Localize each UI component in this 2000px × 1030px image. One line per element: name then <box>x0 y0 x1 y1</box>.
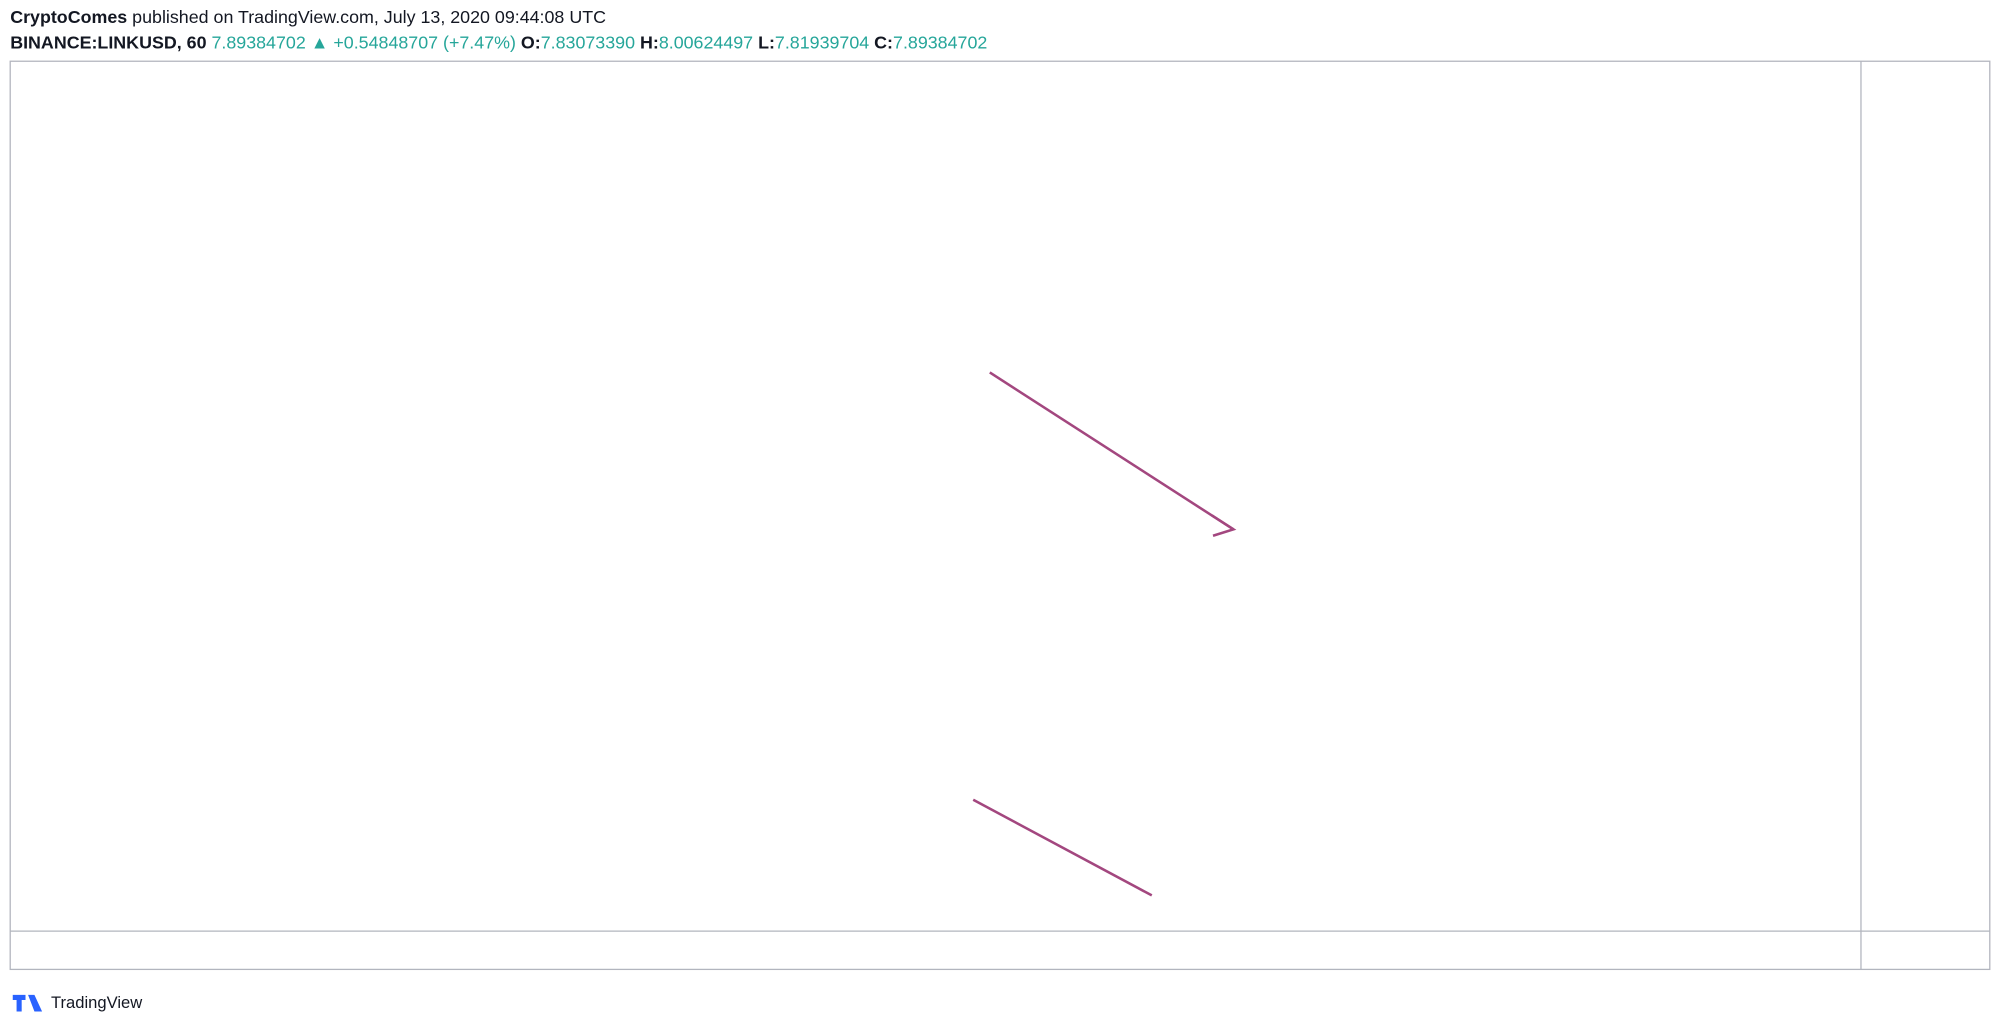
legend-key: C: <box>874 32 893 52</box>
arrow-head <box>1211 514 1237 537</box>
legend-key: H: <box>640 32 659 52</box>
drawings <box>972 371 1237 897</box>
header: CryptoComes published on TradingView.com… <box>10 7 606 27</box>
brand: TradingView <box>51 993 143 1012</box>
legend-close: 7.89384702 <box>893 32 987 52</box>
legend-key: L: <box>758 32 775 52</box>
legend: BINANCE:LINKUSD, 60 7.89384702 ▲ +0.5484… <box>10 32 987 52</box>
legend-key: O: <box>521 32 541 52</box>
legend-arrow: ▲ <box>311 32 329 52</box>
author: CryptoComes <box>10 7 127 27</box>
legend-change: +0.54848707 (+7.47%) <box>333 32 516 52</box>
frame <box>9 60 1991 971</box>
legend-price: 7.89384702 <box>211 32 305 52</box>
volume-trend-line <box>972 798 1153 897</box>
legend-open: 7.83073390 <box>541 32 635 52</box>
logo: TradingView <box>12 993 143 1012</box>
legend-high: 8.00624497 <box>659 32 753 52</box>
logo-icon <box>12 994 43 1012</box>
legend-low: 7.81939704 <box>775 32 869 52</box>
symbol: BINANCE:LINKUSD, 60 <box>10 32 206 52</box>
trend-line <box>989 371 1235 531</box>
published: published on TradingView.com, July 13, 2… <box>132 7 606 27</box>
